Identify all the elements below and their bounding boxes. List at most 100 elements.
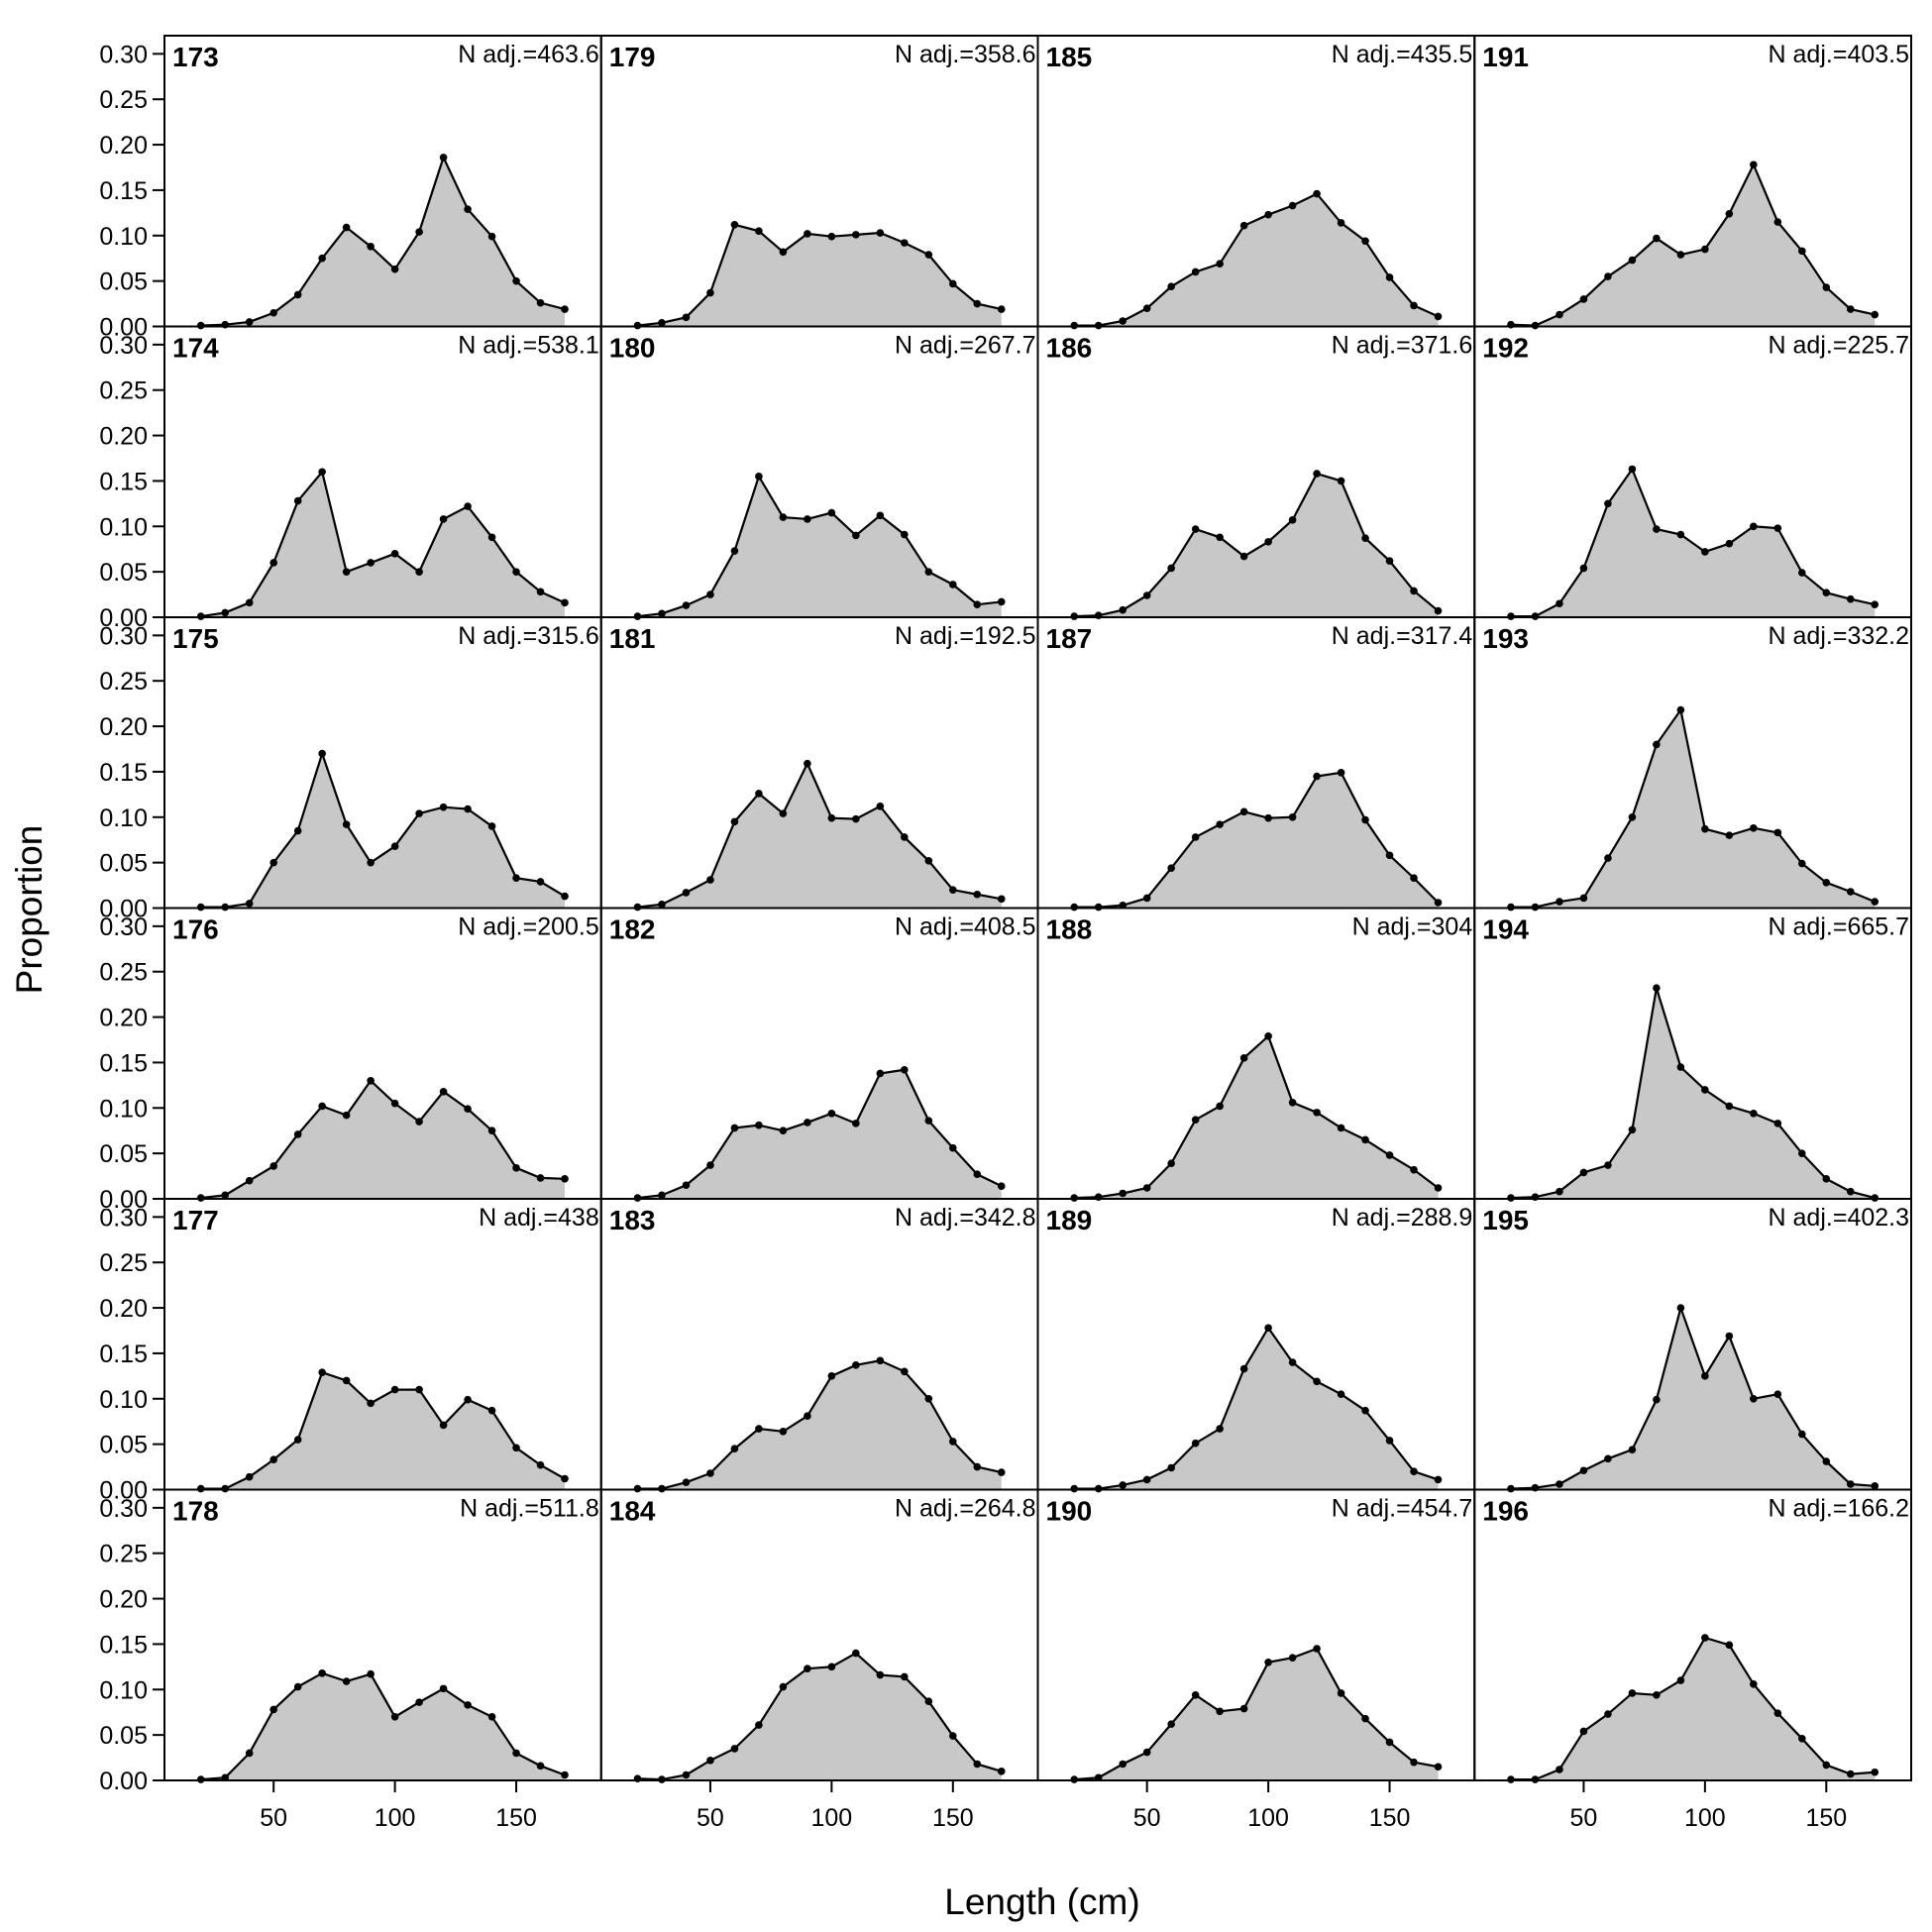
data-point xyxy=(779,248,788,257)
data-point xyxy=(561,1175,569,1183)
series-line xyxy=(200,1079,566,1200)
data-point xyxy=(1385,851,1394,860)
data-point xyxy=(464,205,472,213)
data-point xyxy=(536,298,545,307)
x-tick-label: 100 xyxy=(375,1804,416,1832)
data-point xyxy=(1822,589,1831,597)
area-fill xyxy=(1510,164,1876,327)
panel-190: 190 N adj.=454.7 xyxy=(1036,1488,1476,1783)
area-fill xyxy=(1074,1328,1439,1490)
y-tick-label: 0.00 xyxy=(99,1477,148,1505)
data-point xyxy=(1191,1690,1200,1699)
data-point xyxy=(1119,1189,1127,1198)
data-point xyxy=(1167,564,1175,573)
area-fill xyxy=(1074,772,1439,909)
series-line xyxy=(1074,771,1440,909)
data-point xyxy=(1385,1437,1394,1445)
data-point xyxy=(1385,1738,1394,1747)
panel-n-label: N adj.=317.4 xyxy=(1332,622,1473,650)
panel-182: 182 N adj.=408.5 xyxy=(599,907,1039,1202)
data-point xyxy=(1142,591,1151,599)
panel-title: 175 xyxy=(172,623,219,654)
data-point xyxy=(706,1161,714,1169)
data-point xyxy=(1628,1126,1637,1134)
data-point xyxy=(1556,599,1563,608)
data-point xyxy=(415,228,423,236)
data-point xyxy=(1556,310,1563,319)
panel-title: 196 xyxy=(1482,1496,1529,1527)
data-point xyxy=(245,1176,254,1185)
area-fill xyxy=(200,1672,566,1780)
x-tick-label: 100 xyxy=(1247,1804,1289,1832)
data-point xyxy=(1239,1704,1248,1713)
panel-n-label: N adj.=315.6 xyxy=(458,622,598,650)
data-point xyxy=(1337,1124,1345,1132)
panel-title: 181 xyxy=(609,623,656,654)
panel-175: 175 N adj.=315.6 xyxy=(163,616,602,912)
panel-title: 179 xyxy=(609,42,656,72)
panel-n-label: N adj.=304 xyxy=(1352,913,1473,941)
panel-178: 178 N adj.=511.8 xyxy=(163,1488,602,1783)
data-point xyxy=(1628,1689,1637,1697)
data-point xyxy=(439,1087,448,1096)
data-point xyxy=(1676,530,1685,539)
series-line xyxy=(1074,1647,1439,1781)
panel-title: 177 xyxy=(172,1205,219,1235)
data-point xyxy=(1337,769,1345,777)
panel-n-label: N adj.=408.5 xyxy=(895,913,1035,941)
series-line xyxy=(1074,472,1440,618)
data-point xyxy=(682,1771,691,1779)
data-point xyxy=(390,265,399,273)
x-tick-label: 100 xyxy=(1684,1804,1726,1832)
data-point xyxy=(1142,304,1151,312)
panel-n-label: N adj.=511.8 xyxy=(460,1495,599,1523)
y-tick-label: 0.30 xyxy=(99,1495,148,1523)
data-point xyxy=(1676,705,1685,714)
panel-193: 193 N adj.=332.2 xyxy=(1473,616,1912,912)
data-point xyxy=(852,1361,860,1369)
data-point xyxy=(1701,245,1709,254)
data-point xyxy=(827,813,836,822)
data-point xyxy=(1773,218,1782,226)
data-point xyxy=(1410,1758,1418,1767)
data-point xyxy=(1773,1390,1782,1398)
panel-n-label: N adj.=403.5 xyxy=(1769,41,1909,68)
data-point xyxy=(1725,539,1734,548)
data-point xyxy=(1264,813,1272,822)
data-point xyxy=(318,1668,326,1677)
data-point xyxy=(1676,1063,1685,1071)
data-point xyxy=(1119,1760,1127,1769)
x-tick-label: 50 xyxy=(260,1804,287,1832)
data-point xyxy=(1798,859,1806,868)
panel-174: 174 N adj.=538.1 xyxy=(163,325,602,620)
y-tick-label: 0.30 xyxy=(99,1204,148,1232)
data-point xyxy=(924,1394,933,1403)
area-fill xyxy=(200,753,566,909)
panel-194: 194 N adj.=665.7 xyxy=(1473,907,1912,1202)
data-point xyxy=(1579,1727,1588,1736)
area-fill xyxy=(637,224,1002,327)
data-point xyxy=(318,468,326,477)
panel-176: 176 N adj.=200.5 xyxy=(163,907,602,1202)
data-point xyxy=(1822,1761,1831,1770)
data-point xyxy=(1628,812,1637,821)
data-point xyxy=(924,251,933,259)
data-point xyxy=(1434,1475,1443,1484)
area-fill xyxy=(1074,474,1439,617)
data-point xyxy=(901,530,909,539)
series-line xyxy=(1510,987,1876,1200)
data-point xyxy=(1142,1184,1151,1192)
data-point xyxy=(1846,305,1855,313)
y-tick-label: 0.10 xyxy=(99,1095,148,1123)
data-point xyxy=(512,1749,520,1758)
data-point xyxy=(706,1469,714,1477)
data-point xyxy=(1798,569,1806,577)
y-tick-label: 0.00 xyxy=(99,314,148,342)
data-point xyxy=(1191,1116,1200,1125)
series-line xyxy=(637,1068,1003,1200)
panel-title: 178 xyxy=(172,1496,219,1527)
data-point xyxy=(245,598,254,607)
data-point xyxy=(1216,820,1224,828)
data-point xyxy=(973,890,982,899)
data-point xyxy=(1798,1735,1806,1743)
